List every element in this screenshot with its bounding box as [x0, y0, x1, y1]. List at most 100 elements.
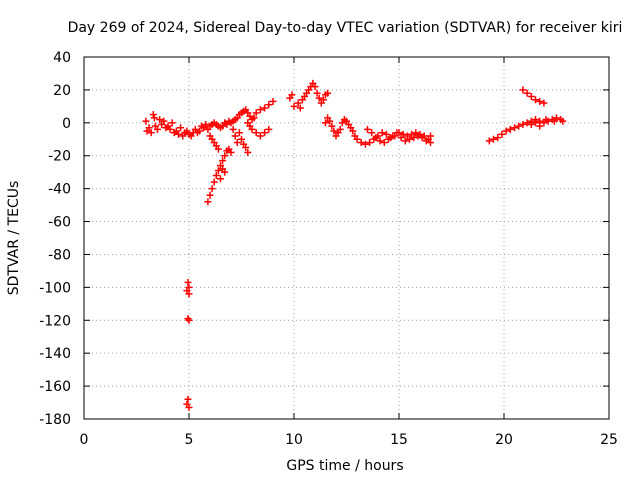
data-point	[233, 139, 241, 147]
data-point	[380, 139, 388, 147]
data-point	[311, 83, 319, 91]
data-point	[142, 117, 150, 125]
data-point	[252, 109, 260, 117]
data-point	[269, 97, 277, 105]
data-point	[324, 89, 332, 97]
y-tick-label: -40	[48, 182, 71, 198]
data-point	[559, 117, 567, 125]
data-point	[364, 125, 371, 133]
x-tick-label: 5	[185, 432, 194, 448]
data-point	[550, 117, 558, 125]
data-point	[382, 130, 390, 138]
y-tick-label: 0	[62, 116, 71, 132]
data-point	[219, 157, 227, 165]
data-point	[185, 403, 193, 411]
data-point	[378, 129, 386, 137]
data-point	[519, 86, 527, 94]
data-point	[353, 135, 361, 143]
y-tick-label: -140	[39, 346, 71, 362]
y-axis-label: SDTVAR / TECUs	[6, 181, 22, 296]
x-axis-label: GPS time / hours	[286, 458, 403, 474]
tick-layer: 0 5 10 15 20 25 40 20 0 -20 -40 -60 -80 -100 -120 -140 -…	[39, 50, 618, 448]
data-point	[498, 130, 506, 138]
y-tick-label: -100	[39, 280, 71, 296]
data-point	[506, 125, 514, 133]
data-point	[389, 132, 397, 140]
x-tick-label: 10	[285, 432, 303, 448]
data-point	[366, 139, 374, 147]
data-point	[296, 104, 304, 112]
data-point	[532, 119, 539, 127]
data-point	[204, 198, 212, 206]
data-point	[414, 132, 422, 140]
data-point	[322, 119, 329, 127]
data-point	[202, 120, 210, 128]
data-point	[357, 139, 365, 147]
data-point	[184, 395, 192, 403]
data-point	[536, 122, 544, 130]
grid-layer	[84, 57, 609, 419]
data-point	[328, 122, 336, 130]
data-point	[185, 316, 193, 324]
data-point	[326, 117, 334, 125]
data-point	[397, 134, 405, 142]
data-point	[210, 178, 218, 186]
data-point	[523, 89, 531, 97]
data-point	[330, 127, 338, 135]
point-layer	[142, 79, 567, 411]
data-point	[149, 111, 157, 119]
data-point	[265, 101, 273, 109]
data-point	[156, 116, 164, 124]
data-point	[393, 129, 401, 137]
data-point	[184, 278, 192, 286]
data-point	[288, 91, 296, 99]
data-point	[361, 140, 369, 148]
y-tick-label: -160	[39, 379, 71, 395]
data-point	[261, 129, 269, 137]
data-point	[376, 137, 384, 145]
data-point	[231, 132, 239, 140]
data-point	[313, 89, 321, 97]
y-tick-label: 40	[53, 50, 71, 66]
data-point	[227, 148, 235, 156]
data-point	[422, 137, 430, 145]
data-point	[336, 125, 344, 133]
data-point	[154, 125, 161, 133]
data-point	[175, 130, 182, 138]
data-point	[242, 144, 250, 151]
data-point	[177, 124, 185, 132]
chart-title: Day 269 of 2024, Sidereal Day-to-day VTE…	[68, 20, 623, 36]
data-point	[542, 116, 550, 124]
data-point	[229, 125, 237, 133]
data-point	[410, 134, 418, 142]
data-point	[349, 127, 357, 135]
data-point	[511, 124, 518, 132]
data-point	[208, 185, 216, 193]
data-point	[494, 134, 502, 142]
data-point	[294, 99, 302, 107]
data-point	[221, 168, 229, 176]
data-point	[418, 134, 426, 142]
data-point	[238, 135, 245, 143]
data-point	[166, 125, 174, 133]
x-tick-label: 0	[80, 432, 89, 448]
data-point	[265, 125, 273, 133]
x-tick-label: 20	[495, 432, 513, 448]
data-point	[256, 106, 264, 114]
data-point	[536, 97, 544, 105]
data-point	[523, 119, 531, 127]
data-point	[319, 96, 327, 104]
data-point	[185, 290, 193, 298]
data-point	[540, 99, 548, 107]
data-point	[315, 94, 323, 102]
data-point	[427, 139, 434, 147]
x-tick-label: 15	[390, 432, 408, 448]
data-point	[515, 122, 523, 130]
data-point	[385, 135, 392, 143]
data-point	[244, 148, 252, 156]
data-point	[502, 127, 510, 135]
y-tick-label: -60	[48, 215, 71, 231]
data-point	[290, 102, 298, 110]
data-point	[147, 129, 155, 137]
